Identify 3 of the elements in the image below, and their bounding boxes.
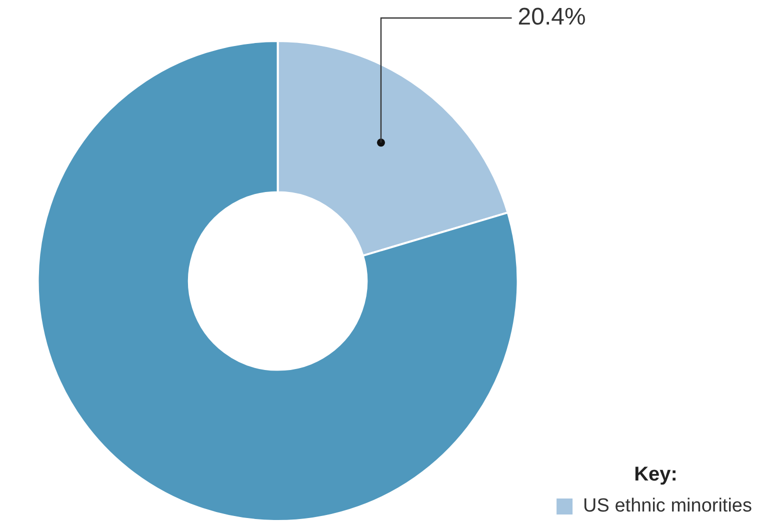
legend-label: US ethnic minorities xyxy=(583,496,752,517)
legend-title: Key: xyxy=(634,464,678,486)
data-label: 20.4% xyxy=(518,4,586,31)
